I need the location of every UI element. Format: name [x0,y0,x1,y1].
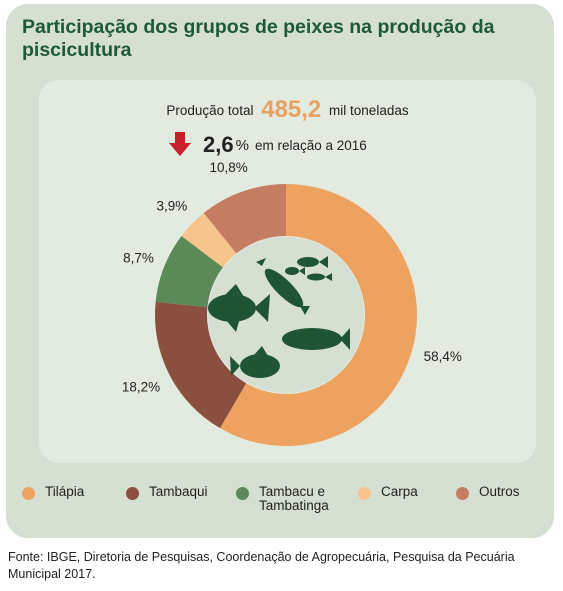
donut-center [208,237,364,393]
fish-icon [230,346,280,378]
legend-item-tambaqui: Tambaqui [126,485,208,500]
production-label: Produção total [166,103,254,118]
change-text: em relação a 2016 [254,137,367,153]
change-indicator: 2,6 % em relação a 2016 [169,132,367,158]
data-label: 8,7% [123,251,154,266]
donut-slice-outros [203,184,286,254]
legend-label: Tambacu e Tambatinga [259,484,329,513]
production-unit: mil toneladas [329,103,409,118]
legend-label: Tambaqui [149,484,208,499]
legend-item-carpa: Carpa [358,485,418,500]
production-value: 485,2 [261,96,322,123]
donut-slice-tilápia [220,184,418,446]
production-total: Produção total 485,2 mil toneladas [39,94,536,123]
data-label: 10,8% [209,160,247,175]
fish-icon [282,328,350,350]
fish-illustration [208,256,350,378]
down-arrow-icon [169,132,191,156]
donut-slice-tambaqui [154,301,247,429]
legend-item-tambacu: Tambacu e Tambatinga [236,485,329,513]
fish-icon [208,284,270,332]
fish-icon [297,256,328,268]
legend-swatch [126,487,139,500]
data-label: 3,9% [156,199,187,214]
fish-icon [307,273,332,281]
fish-icon [285,267,305,275]
legend-swatch [22,487,35,500]
legend-label: Carpa [381,484,418,499]
data-label: 18,2% [122,379,160,394]
source-note: Fonte: IBGE, Diretoria de Pesquisas, Coo… [8,550,515,581]
legend-swatch [456,487,469,500]
legend-item-outros: Outros [456,485,520,500]
data-label: 58,4% [424,349,462,364]
legend-item-tilapia: Tilápia [22,485,84,500]
chart-title: Participação dos grupos de peixes na pro… [22,16,495,61]
legend: Tilápia Tambaqui Tambacu e Tambatinga Ca… [22,485,542,521]
donut-chart: 58,4% 18,2% 8,7% 3,9% 10,8% [122,160,462,446]
legend-swatch [236,487,249,500]
legend-label: Outros [479,484,520,499]
change-symbol: % [235,136,249,154]
donut-slice-carpa [181,213,237,268]
change-value: 2,6 [203,132,234,157]
chart-card: Participação dos grupos de peixes na pro… [6,4,554,538]
legend-label: Tilápia [45,484,85,499]
data-labels: 58,4% 18,2% 8,7% 3,9% 10,8% [122,160,462,394]
donut-slice-tambacu [155,236,223,308]
legend-swatch [358,487,371,500]
donut-slices [154,184,418,446]
fish-icon [256,258,310,315]
